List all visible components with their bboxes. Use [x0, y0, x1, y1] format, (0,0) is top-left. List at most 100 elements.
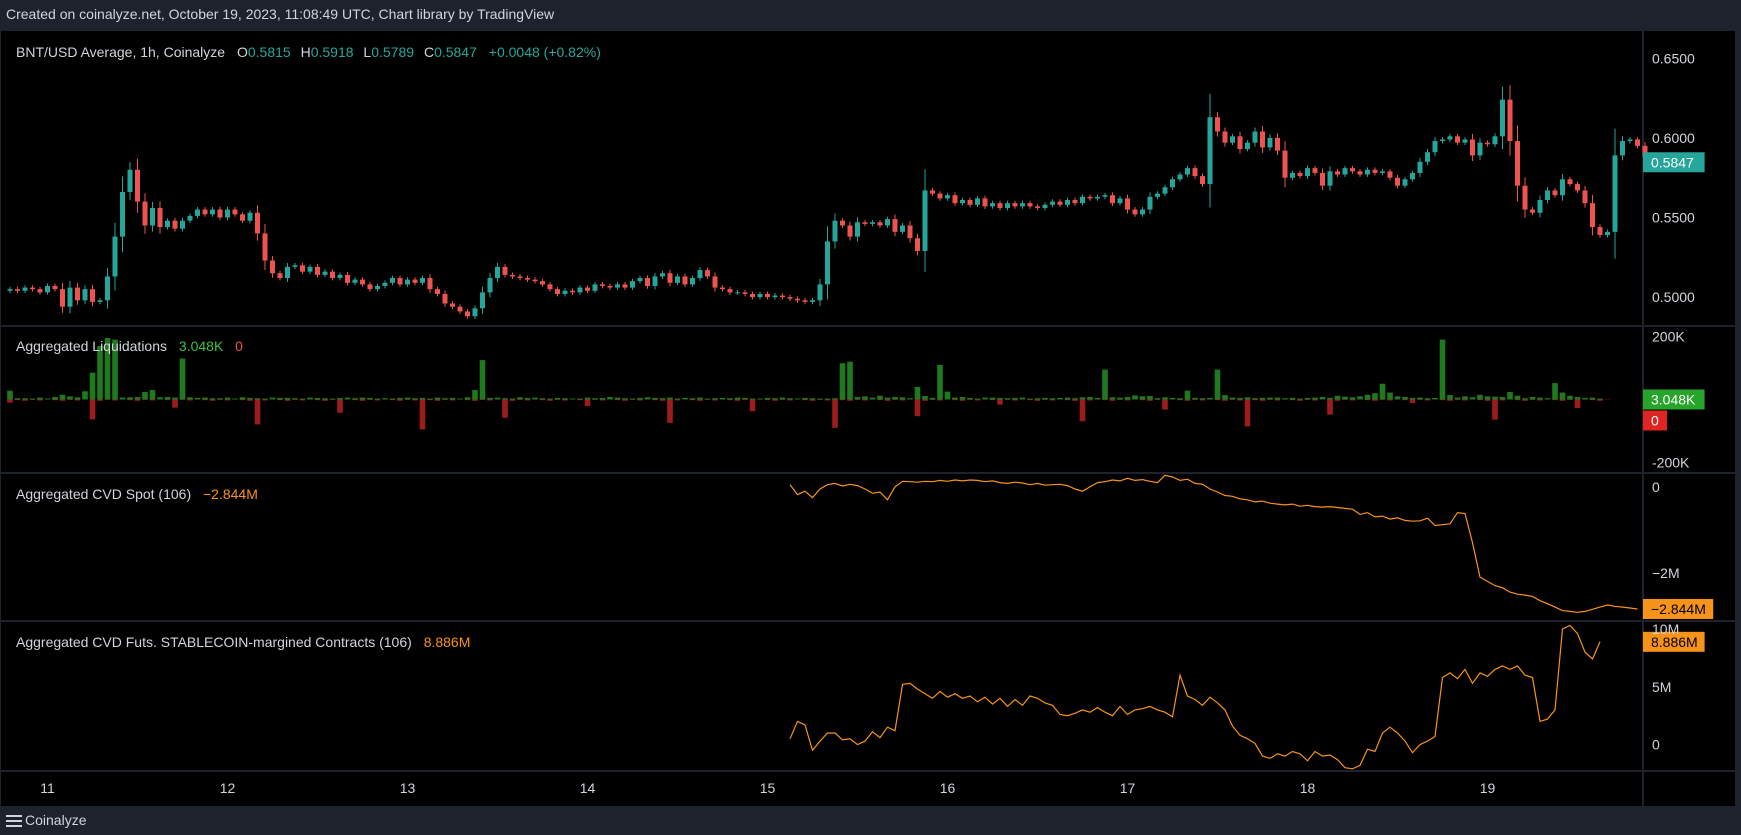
candle [1410, 170, 1415, 182]
short-liquidation-bar [1139, 399, 1146, 401]
last-price-badge-bg [1643, 152, 1705, 173]
candle [345, 272, 350, 286]
short-liquidation-bar [1574, 399, 1581, 409]
long-liquidation-bar [104, 338, 111, 400]
y-tick-label: 0.5000 [1652, 289, 1695, 305]
cvd-futures-pane[interactable]: 8.886M [789, 624, 1705, 770]
candle-body [247, 212, 253, 221]
short-liquidation-bar [464, 399, 471, 401]
short-liquidation-bar [974, 399, 981, 401]
candle-body [712, 276, 718, 288]
x-tick-label: 13 [400, 780, 416, 796]
long-liquidation-bar [1319, 396, 1326, 400]
candle [990, 200, 995, 209]
candle-body [1612, 155, 1618, 232]
candle-body [405, 279, 410, 285]
candle [817, 278, 823, 306]
short-liquidation-bar [1372, 399, 1378, 401]
x-tick-label: 17 [1120, 780, 1136, 796]
short-liquidation-bar [1177, 399, 1183, 401]
candle [1515, 125, 1520, 202]
candle-body [1642, 145, 1648, 158]
long-liquidation-bar [389, 398, 396, 400]
short-liquidation-bar [1589, 399, 1596, 401]
candle-body [472, 308, 478, 317]
long-liquidation-bar [824, 398, 831, 400]
candle-body [900, 225, 905, 232]
candle [1245, 140, 1250, 152]
candle [292, 262, 298, 270]
short-liquidation-bar [1297, 399, 1303, 401]
liquidations-short-value: 0 [235, 338, 243, 354]
long-liquidation-bar [1304, 397, 1311, 400]
candle-body [750, 293, 755, 298]
short-liquidation-bar [187, 399, 193, 401]
candle-body [1170, 179, 1175, 188]
short-liquidation-bar [224, 399, 231, 401]
candle-body [1245, 142, 1250, 150]
candle [660, 270, 665, 279]
candle [532, 277, 538, 284]
candle-body [270, 260, 275, 274]
cvd-spot-pane[interactable]: −2.844M [789, 474, 1714, 620]
chart-canvas[interactable]: 0.5847 3.048K 0 −2.844M 8.886M 11 12 13 14 15… [0, 0, 1741, 806]
long-liquidation-bar [1079, 397, 1086, 400]
long-liquidation-bar [1199, 398, 1206, 400]
candle [780, 293, 785, 300]
short-liquidation-bar [847, 399, 853, 401]
candle-body [1020, 203, 1025, 207]
candle-body [127, 169, 133, 193]
short-liquidation-bar [577, 399, 583, 401]
short-liquidation-bar [149, 399, 156, 401]
candle [1372, 167, 1378, 176]
menu-icon [6, 814, 22, 827]
candle [1567, 176, 1573, 187]
long-liquidation-bar [974, 398, 981, 400]
long-liquidation-bar [1552, 383, 1558, 400]
candle-body [52, 285, 58, 290]
short-liquidation-bar [764, 399, 771, 401]
y-tick-label: 200K [1652, 328, 1685, 344]
candle [60, 283, 65, 313]
long-liquidation-bar [1184, 390, 1191, 400]
candle [1050, 199, 1055, 208]
candle [1387, 168, 1393, 181]
short-liquidation-bar [1274, 399, 1281, 401]
short-liquidation-bar [727, 399, 733, 401]
short-liquidation-bar [509, 399, 516, 401]
low-label: L [363, 44, 371, 60]
candle [1117, 196, 1123, 206]
candle [892, 214, 898, 237]
long-liquidation-bar [269, 397, 276, 400]
candle-body [1305, 168, 1310, 177]
short-liquidation-bar [659, 399, 666, 401]
candle [262, 223, 268, 270]
candle [607, 283, 613, 290]
long-liquidation-bar [239, 397, 246, 400]
coinalyze-logo[interactable]: Coinalyze [6, 806, 86, 835]
long-liquidation-bar [1342, 396, 1348, 400]
long-liquidation-bar [944, 391, 951, 400]
candle [75, 283, 80, 305]
candle-body [1320, 172, 1325, 186]
long-liquidation-bar [1124, 396, 1131, 400]
short-liquidation-bar [1237, 399, 1243, 401]
candle-body [667, 273, 673, 283]
candle [795, 296, 800, 303]
liquidations-pane[interactable]: 3.048K 0 [7, 338, 1705, 431]
long-liquidation-bar [1229, 397, 1236, 400]
candle [1627, 137, 1633, 144]
candle-body [172, 220, 178, 229]
long-liquidation-bar [1259, 397, 1266, 400]
price-pane[interactable]: 0.5847 [7, 85, 1705, 320]
candle [577, 285, 583, 295]
candle [1012, 200, 1018, 209]
long-liquidation-bar [847, 361, 853, 400]
long-liquidation-bar [1477, 394, 1483, 400]
long-liquidation-bar [877, 395, 883, 400]
y-tick-label: −2M [1652, 565, 1680, 581]
candle [1252, 127, 1258, 147]
candle [300, 262, 305, 275]
candle-body [1582, 190, 1588, 204]
long-liquidation-bar [869, 397, 876, 400]
